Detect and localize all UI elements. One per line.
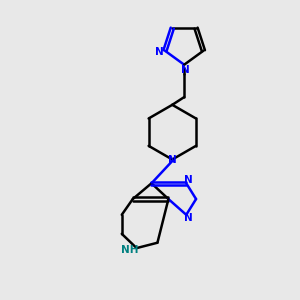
Text: NH: NH bbox=[121, 244, 139, 255]
Text: N: N bbox=[181, 65, 190, 75]
Text: N: N bbox=[154, 47, 164, 57]
Text: N: N bbox=[184, 213, 193, 224]
Text: N: N bbox=[168, 154, 177, 164]
Text: N: N bbox=[184, 175, 193, 185]
